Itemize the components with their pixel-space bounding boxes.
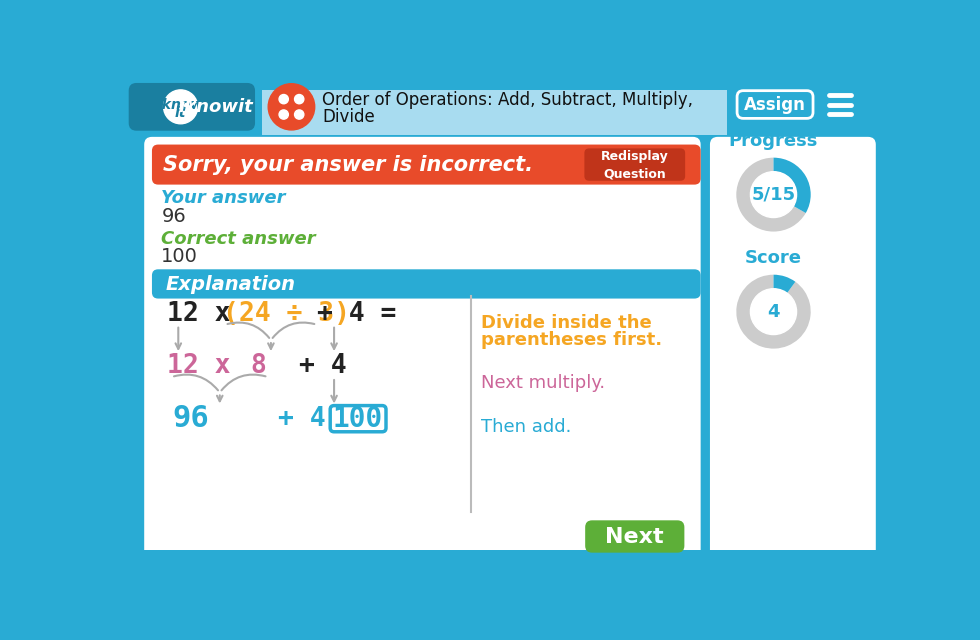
Text: iknowit: iknowit	[178, 98, 253, 116]
Text: 100: 100	[332, 404, 382, 433]
Wedge shape	[736, 157, 806, 232]
Text: Score: Score	[745, 249, 802, 267]
Wedge shape	[736, 275, 810, 349]
FancyBboxPatch shape	[585, 520, 684, 553]
FancyBboxPatch shape	[584, 148, 685, 180]
Text: Then add.: Then add.	[480, 418, 571, 436]
Text: Next multiply.: Next multiply.	[480, 374, 605, 392]
Bar	[262, 79, 727, 134]
FancyBboxPatch shape	[152, 269, 701, 298]
Text: Next: Next	[606, 527, 664, 547]
FancyBboxPatch shape	[124, 79, 880, 134]
Text: Redisplay
Question: Redisplay Question	[601, 150, 668, 180]
Text: iknow: iknow	[158, 97, 204, 111]
Circle shape	[751, 289, 797, 335]
Bar	[124, 550, 880, 566]
Text: Explanation: Explanation	[166, 275, 296, 294]
Circle shape	[164, 90, 198, 124]
Text: 96: 96	[162, 207, 186, 227]
FancyBboxPatch shape	[710, 137, 876, 562]
Text: Progress: Progress	[729, 132, 818, 150]
Text: + 4 =: + 4 =	[277, 406, 357, 431]
Text: + 4: + 4	[299, 353, 347, 380]
Circle shape	[751, 172, 797, 218]
Wedge shape	[773, 157, 810, 213]
Circle shape	[279, 95, 288, 104]
Text: + 4 =: + 4 =	[317, 301, 396, 327]
Text: parentheses first.: parentheses first.	[480, 331, 662, 349]
Circle shape	[295, 110, 304, 119]
Text: 12 x: 12 x	[168, 353, 231, 380]
FancyBboxPatch shape	[152, 145, 701, 184]
Text: 5/15: 5/15	[752, 186, 796, 204]
Text: Assign: Assign	[744, 96, 806, 115]
Text: 8: 8	[250, 353, 267, 380]
Text: 96: 96	[172, 404, 209, 433]
Text: (24 ÷ 3): (24 ÷ 3)	[223, 301, 350, 327]
Circle shape	[269, 84, 315, 130]
Text: Your answer: Your answer	[162, 189, 286, 207]
Text: Sorry, your answer is incorrect.: Sorry, your answer is incorrect.	[163, 156, 533, 175]
FancyBboxPatch shape	[330, 406, 386, 432]
Circle shape	[279, 110, 288, 119]
FancyBboxPatch shape	[124, 79, 880, 567]
Text: Correct answer: Correct answer	[162, 230, 316, 248]
Text: 4: 4	[767, 303, 780, 321]
Text: Order of Operations: Add, Subtract, Multiply,: Order of Operations: Add, Subtract, Mult…	[322, 91, 694, 109]
Circle shape	[295, 95, 304, 104]
Text: Divide: Divide	[322, 108, 375, 126]
Bar	[262, 79, 727, 90]
Wedge shape	[773, 275, 796, 293]
Text: Divide inside the: Divide inside the	[480, 314, 652, 332]
FancyBboxPatch shape	[128, 83, 255, 131]
Text: it: it	[175, 106, 186, 120]
FancyBboxPatch shape	[144, 137, 701, 562]
Text: 12 x: 12 x	[168, 301, 247, 327]
Text: 100: 100	[162, 248, 198, 266]
